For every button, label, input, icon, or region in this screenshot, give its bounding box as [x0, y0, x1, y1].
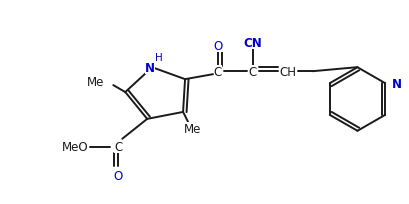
Text: H: H [155, 53, 163, 63]
Text: C: C [249, 65, 257, 78]
Text: O: O [213, 40, 222, 53]
Text: C: C [114, 141, 122, 153]
Text: N: N [145, 61, 155, 74]
Text: N: N [392, 77, 402, 90]
Text: Me: Me [87, 75, 104, 88]
Text: CH: CH [279, 65, 296, 78]
Text: Me: Me [184, 123, 202, 136]
Text: O: O [114, 169, 123, 182]
Text: CN: CN [243, 37, 262, 50]
Text: MeO: MeO [62, 141, 89, 153]
Text: C: C [214, 65, 222, 78]
